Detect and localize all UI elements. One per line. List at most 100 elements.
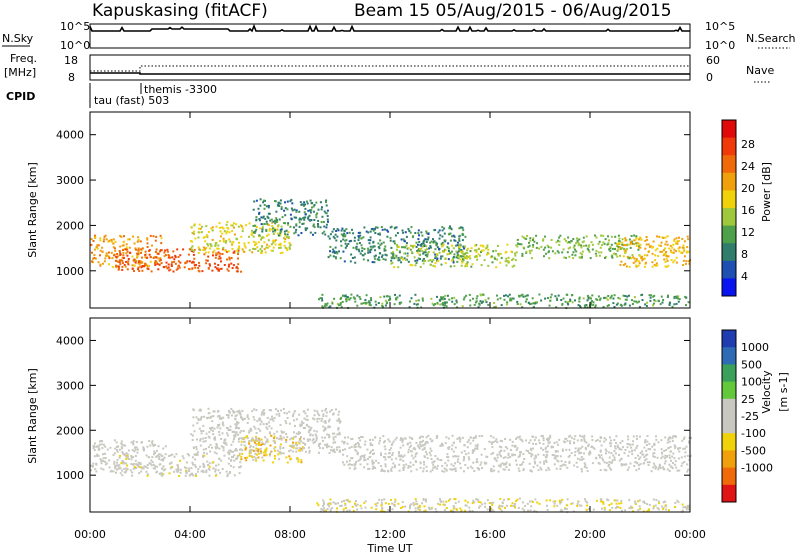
range-gate-cell [250,438,253,441]
range-gate-cell [578,304,581,307]
range-gate-cell [263,454,266,457]
range-gate-cell [201,270,204,273]
range-gate-cell [361,249,364,252]
range-gate-cell [171,261,174,264]
range-gate-cell [295,447,298,450]
range-gate-cell [610,294,613,297]
range-gate-cell [131,255,134,258]
nave-line [90,65,690,72]
range-gate-cell [537,469,540,472]
range-gate-cell [377,242,380,245]
range-gate-cell [671,440,674,442]
range-gate-cell [603,508,606,511]
range-gate-cell [206,416,209,419]
range-gate-cell [400,301,403,304]
range-gate-cell [374,232,377,234]
range-gate-cell [466,501,469,504]
range-gate-cell [346,498,349,501]
range-gate-cell [295,223,298,226]
range-gate-cell [455,256,458,259]
range-gate-cell [628,294,630,297]
range-gate-cell [343,229,346,232]
range-gate-cell [335,230,338,232]
range-gate-cell [441,235,444,238]
range-gate-cell [205,447,207,450]
range-gate-cell [304,227,307,230]
range-gate-cell [286,200,289,203]
range-gate-cell [310,219,313,222]
range-gate-cell [214,474,217,477]
range-gate-cell [222,239,225,242]
range-gate-cell [625,265,628,268]
range-gate-cell [528,249,531,252]
range-gate-cell [590,301,593,304]
range-gate-cell [187,253,190,256]
range-gate-cell [441,229,444,232]
range-gate-cell [680,464,683,467]
range-gate-cell [600,444,603,447]
range-gate-cell [677,457,680,460]
range-gate-cell [657,468,660,471]
range-gate-cell [327,256,330,259]
range-gate-cell [242,430,245,433]
range-gate-cell [643,459,646,462]
range-gate-cell [298,439,301,442]
range-gate-cell [673,248,676,251]
range-gate-cell [608,248,611,251]
range-gate-cell [381,506,384,509]
range-gate-cell [138,462,141,465]
range-gate-cell [90,469,93,472]
power-colorbar-label: Power [dB] [760,162,773,222]
range-gate-cell [193,230,195,233]
range-gate-cell [482,249,485,252]
range-gate-cell [266,423,268,426]
range-gate-cell [635,259,638,262]
range-gate-cell [172,250,175,253]
range-gate-cell [179,468,182,471]
range-gate-cell [336,433,339,436]
range-gate-cell [255,444,258,447]
range-gate-cell [371,227,374,230]
range-gate-cell [313,429,316,432]
range-gate-cell [226,473,229,476]
range-gate-cell [358,437,360,439]
range-gate-cell [255,228,258,231]
range-gate-cell [357,235,360,238]
range-gate-cell [146,466,149,469]
range-gate-cell [572,246,575,249]
range-gate-cell [203,451,206,454]
range-gate-cell [124,265,127,268]
range-gate-cell [219,240,222,242]
range-gate-cell [369,304,372,307]
power-colorbar-cell [722,137,736,156]
range-gate-cell [473,470,476,472]
range-gate-cell [197,468,200,471]
range-gate-cell [90,238,93,241]
range-gate-cell [140,470,143,473]
range-gate-cell [429,263,432,266]
range-gate-cell [518,455,521,458]
range-gate-cell [258,417,261,420]
range-gate-cell [251,229,253,232]
range-gate-cell [108,466,111,469]
range-gate-cell [505,264,508,267]
range-gate-cell [381,468,384,471]
range-gate-cell [591,300,593,302]
range-gate-cell [434,262,437,265]
range-gate-cell [519,243,521,246]
range-gate-cell [166,250,169,253]
range-gate-cell [212,251,215,254]
range-gate-cell [654,259,657,262]
range-gate-cell [299,201,302,204]
power-colorbar-cell [722,155,736,174]
range-gate-cell [466,262,469,265]
range-gate-cell [453,506,456,509]
range-gate-cell [111,257,114,260]
range-gate-cell [390,458,393,461]
range-gate-cell [581,250,584,253]
range-gate-cell [399,439,402,441]
range-gate-cell [274,200,277,203]
range-gate-cell [289,244,292,247]
range-gate-cell [414,264,417,267]
range-gate-cell [360,302,363,305]
